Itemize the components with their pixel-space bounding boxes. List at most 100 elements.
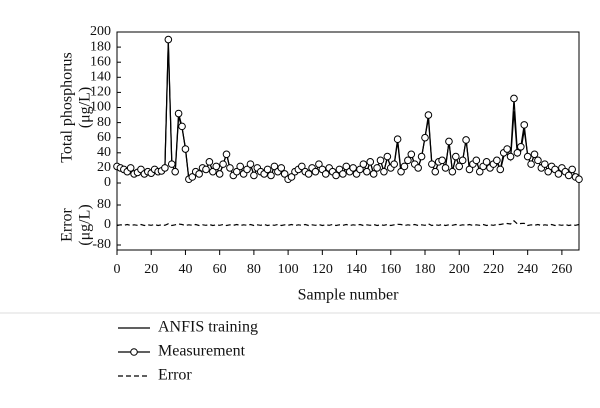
data-point: [438, 156, 446, 165]
data-point: [342, 162, 351, 171]
data-point: [527, 160, 535, 168]
data-point: [534, 156, 542, 165]
data-point: [174, 109, 183, 118]
data-point: [226, 164, 234, 172]
data-point: [369, 170, 378, 178]
data-point: [243, 165, 251, 174]
data-point: [568, 165, 576, 174]
data-point: [523, 152, 532, 161]
data-line: [116, 219, 580, 227]
data-point: [263, 165, 272, 174]
data-point: [311, 167, 320, 176]
x-tick-label: 100: [278, 262, 299, 277]
data-point: [424, 111, 433, 119]
data-point: [407, 150, 416, 159]
legend-label: Measurement: [158, 343, 246, 360]
data-point: [321, 170, 330, 178]
data-point: [404, 156, 412, 165]
legend-label: Error: [158, 367, 192, 384]
x-axis-label: Sample number: [298, 287, 400, 304]
data-point: [246, 160, 255, 168]
data-point: [510, 94, 518, 103]
data-point: [448, 167, 457, 176]
data-point: [482, 158, 491, 166]
data-point: [397, 167, 405, 176]
data-point: [431, 167, 440, 176]
data-point: [349, 164, 357, 172]
y-tick-label: 80: [97, 197, 111, 212]
data-point: [493, 156, 501, 165]
x-tick-label: 220: [483, 262, 504, 277]
data-point: [171, 167, 179, 176]
y-tick-label: 120: [90, 85, 111, 100]
data-point: [161, 164, 169, 172]
data-point: [167, 160, 176, 168]
data-point: [280, 170, 289, 178]
y-tick-label: 100: [90, 100, 111, 115]
data-point: [390, 160, 399, 168]
x-tick-label: 240: [517, 262, 538, 277]
data-point: [332, 171, 340, 180]
data-point: [455, 162, 464, 171]
data-point: [236, 162, 244, 171]
data-point: [164, 35, 173, 44]
data-point: [520, 121, 529, 129]
data-point: [475, 167, 484, 176]
data-point: [376, 156, 385, 165]
y-axis-label: (μg/L): [77, 87, 94, 128]
y-axis-label: Total phosphorus: [59, 52, 76, 162]
data-point: [339, 170, 347, 178]
data-point: [417, 152, 426, 161]
data-point: [178, 122, 186, 131]
data-point: [304, 170, 313, 178]
data-point: [503, 145, 511, 153]
data-point: [380, 167, 388, 176]
data-point: [202, 165, 210, 174]
data-point: [414, 164, 422, 172]
data-point: [472, 156, 481, 165]
data-point: [540, 160, 549, 168]
x-tick-label: 0: [114, 262, 121, 277]
legend-marker: [130, 348, 138, 356]
data-point: [277, 164, 286, 172]
data-point: [250, 171, 258, 180]
y-tick-label: 40: [97, 145, 111, 160]
data-point: [359, 160, 368, 168]
data-point: [452, 152, 460, 161]
data-point: [363, 167, 371, 176]
data-point: [575, 175, 583, 184]
data-point: [544, 167, 553, 176]
x-tick-label: 60: [213, 262, 227, 277]
data-point: [356, 165, 364, 174]
data-point: [298, 162, 306, 171]
x-tick-label: 200: [449, 262, 470, 277]
data-point: [212, 162, 221, 171]
x-tick-label: 160: [380, 262, 401, 277]
y-tick-label: 20: [97, 160, 111, 175]
data-point: [287, 173, 296, 181]
data-point: [513, 149, 522, 157]
data-point: [554, 170, 563, 178]
data-point: [465, 165, 474, 174]
data-point: [421, 133, 429, 142]
data-point: [373, 164, 381, 172]
x-tick-label: 260: [551, 262, 572, 277]
x-tick-label: 140: [346, 262, 367, 277]
data-point: [506, 152, 515, 161]
data-point: [366, 158, 375, 166]
data-point: [462, 136, 470, 144]
data-point: [564, 171, 573, 180]
x-tick-label: 40: [178, 262, 192, 277]
legend-label: ANFIS training: [158, 319, 258, 336]
y-tick-label: 140: [90, 70, 111, 85]
y-tick-label: 0: [104, 217, 111, 232]
y-axis-label: (μg/L): [77, 204, 94, 245]
data-point: [393, 135, 402, 144]
y-tick-label: 180: [90, 39, 111, 54]
data-point: [195, 170, 203, 178]
y-tick-label: 200: [90, 24, 111, 39]
data-point: [445, 137, 453, 146]
data-point: [270, 162, 279, 171]
x-tick-label: 20: [144, 262, 158, 277]
